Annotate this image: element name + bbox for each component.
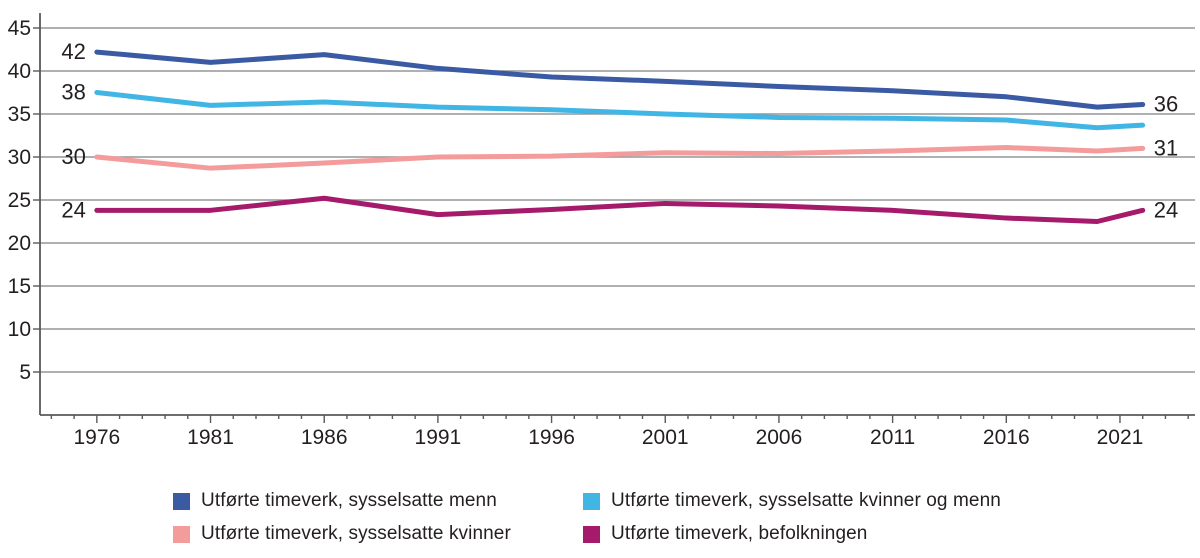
legend-swatch bbox=[173, 492, 190, 510]
series-line-3 bbox=[94, 195, 1146, 224]
x-tick-label: 1976 bbox=[73, 426, 120, 449]
y-tick-label: 40 bbox=[8, 60, 31, 83]
y-tick-label: 5 bbox=[19, 361, 31, 384]
legend-swatch bbox=[583, 525, 600, 543]
series-start-label: 24 bbox=[61, 197, 85, 222]
x-tick-label: 1996 bbox=[528, 426, 575, 449]
legend-label: Utførte timeverk, sysselsatte menn bbox=[201, 490, 497, 511]
series-line-1 bbox=[94, 90, 1146, 131]
y-tick-label: 15 bbox=[8, 275, 31, 298]
y-tick-label: 25 bbox=[8, 189, 31, 212]
x-tick-label: 2011 bbox=[870, 426, 915, 449]
legend-swatch bbox=[173, 525, 190, 543]
x-tick-label: 2001 bbox=[642, 426, 689, 449]
x-tick-label: 2021 bbox=[1097, 426, 1144, 449]
legend-label: Utførte timeverk, sysselsatte kvinner bbox=[201, 523, 511, 544]
series-end-label: 36 bbox=[1154, 92, 1178, 117]
y-tick-label: 20 bbox=[8, 232, 31, 255]
x-tick-label: 1986 bbox=[301, 426, 348, 449]
y-tick-label: 10 bbox=[8, 318, 31, 341]
legend-label: Utførte timeverk, sysselsatte kvinner og… bbox=[611, 490, 1001, 511]
series-line-2 bbox=[94, 145, 1146, 171]
x-tick-label: 2006 bbox=[756, 426, 803, 449]
legend-item: Utførte timeverk, befolkningen bbox=[583, 524, 1001, 544]
series-start-label: 38 bbox=[61, 80, 85, 105]
x-tick-label: 1981 bbox=[187, 426, 234, 449]
series-end-label: 24 bbox=[1154, 197, 1178, 222]
series-start-label: 30 bbox=[61, 144, 85, 169]
legend-label: Utførte timeverk, befolkningen bbox=[611, 523, 868, 544]
y-tick-label: 45 bbox=[8, 17, 31, 40]
legend-item: Utførte timeverk, sysselsatte kvinner bbox=[173, 524, 583, 544]
chart-legend: Utførte timeverk, sysselsatte menn Utført… bbox=[173, 491, 1200, 544]
x-tick-label: 1991 bbox=[415, 426, 462, 449]
legend-item: Utførte timeverk, sysselsatte kvinner og… bbox=[583, 491, 1001, 511]
line-chart: 5 10 15 20 25 30 35 40 45 1976 1981 1986 1991 1996 200… bbox=[8, 13, 1195, 449]
y-tick-label: 35 bbox=[8, 103, 31, 126]
legend-swatch bbox=[583, 492, 600, 510]
series-end-label: 31 bbox=[1154, 135, 1178, 160]
x-tick-label: 2016 bbox=[983, 426, 1030, 449]
series-start-label: 42 bbox=[61, 39, 85, 64]
legend-item: Utførte timeverk, sysselsatte menn bbox=[173, 491, 583, 511]
y-tick-label: 30 bbox=[8, 146, 31, 169]
series-line-0 bbox=[94, 49, 1146, 110]
